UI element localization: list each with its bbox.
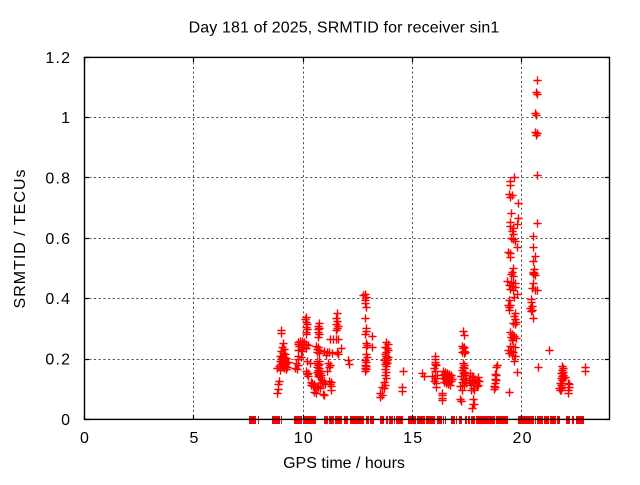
svg-text:SRMTID / TECUs: SRMTID / TECUs: [12, 169, 29, 309]
svg-text:1: 1: [61, 110, 70, 127]
svg-text:GPS time / hours: GPS time / hours: [283, 455, 405, 472]
svg-text:Day 181 of 2025, SRMTID for re: Day 181 of 2025, SRMTID for receiver sin…: [189, 20, 500, 37]
svg-text:0.8: 0.8: [45, 171, 71, 188]
svg-text:1.2: 1.2: [45, 50, 71, 67]
svg-text:15: 15: [403, 430, 423, 447]
svg-text:0.6: 0.6: [45, 231, 71, 248]
svg-text:10: 10: [294, 430, 314, 447]
svg-text:0.4: 0.4: [45, 291, 71, 308]
svg-text:5: 5: [189, 430, 198, 447]
svg-text:0: 0: [61, 412, 70, 429]
svg-text:20: 20: [512, 430, 532, 447]
svg-text:0: 0: [80, 430, 89, 447]
svg-text:0.2: 0.2: [45, 352, 71, 369]
